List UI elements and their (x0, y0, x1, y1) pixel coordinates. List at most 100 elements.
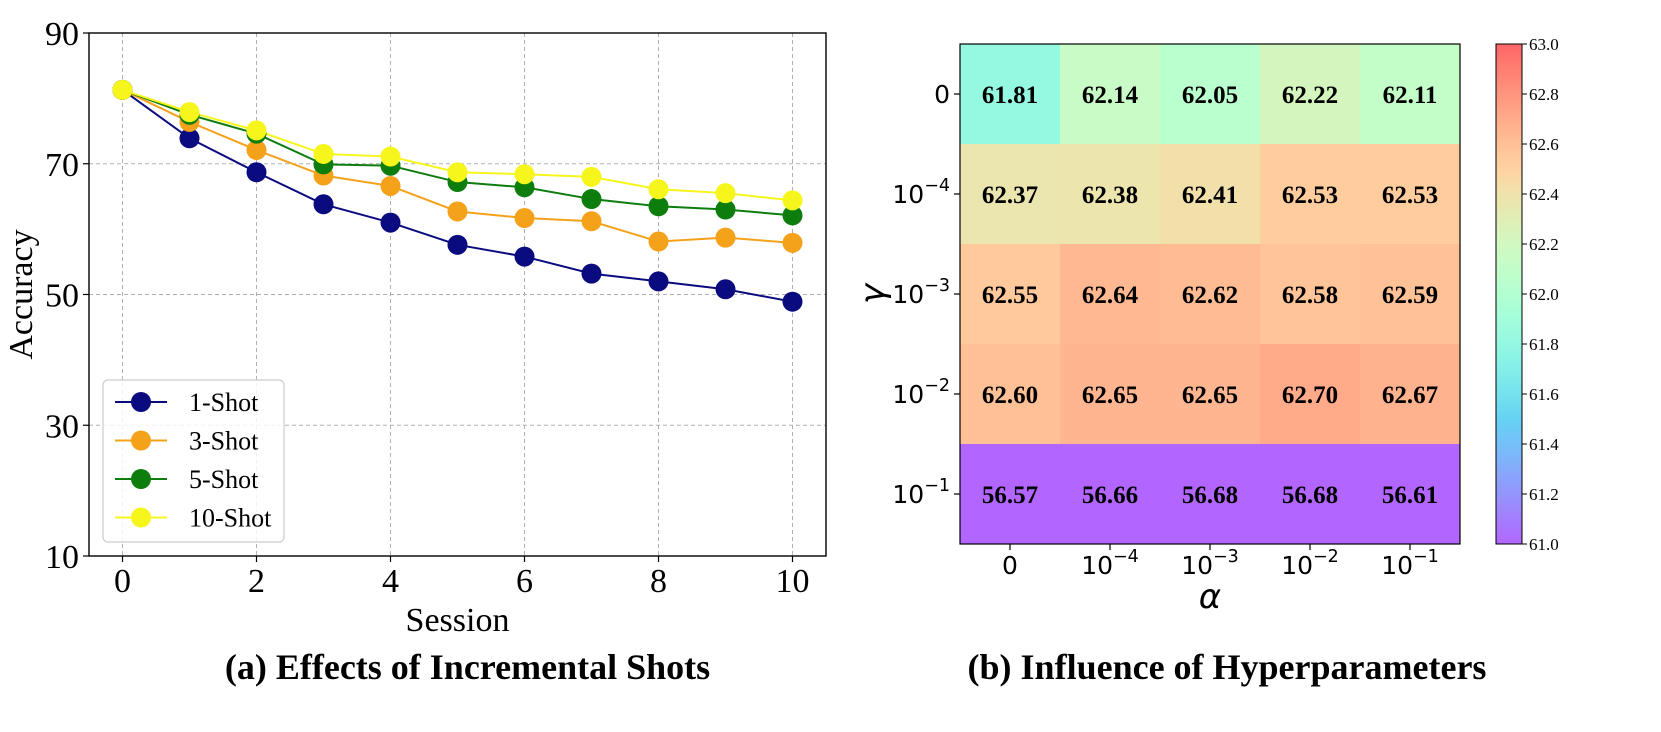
point-10-shot (112, 79, 133, 100)
legend-marker (131, 507, 151, 528)
heatmap-cell (1060, 244, 1161, 345)
point-1-shot (782, 291, 803, 312)
tick-base: 10 (1181, 551, 1213, 580)
tick-base: 0 (934, 80, 950, 109)
tick-label: 0 (934, 80, 950, 109)
point-5-shot (581, 189, 602, 210)
colorbar (1495, 43, 1523, 545)
colorbar-tick-label: 62.6 (1529, 135, 1559, 154)
gamma-tick-labels: 010−410−310−210−1 (892, 80, 960, 509)
series-markers (112, 79, 803, 312)
y-tick-label: 90 (45, 16, 79, 53)
heatmap-cell (960, 244, 1061, 345)
cell-value-label: 61.81 (982, 82, 1038, 109)
point-3-shot (648, 231, 669, 252)
heatmap-cell (1160, 144, 1261, 245)
caption-b: (b) Influence of Hyperparameters (968, 647, 1487, 687)
point-1-shot (514, 246, 535, 267)
legend: 1-Shot 3-Shot 5-Shot 10-Shot (102, 379, 285, 543)
cell-value-label: 62.14 (1082, 82, 1139, 109)
point-3-shot (447, 201, 468, 222)
colorbar-tick-label: 61.0 (1529, 535, 1559, 554)
heatmap-cell (1260, 144, 1361, 245)
point-3-shot (715, 227, 736, 248)
point-1-shot (447, 234, 468, 255)
heatmap-value-labels: 61.81 62.14 62.05 62.22 62.11 62.37 62.38 62.41… (982, 82, 1438, 509)
tick-base: 10 (1081, 551, 1113, 580)
y-tick-label: 10 (45, 539, 79, 576)
heatmap-cell (1060, 344, 1161, 445)
y-tick-label: 50 (45, 278, 79, 315)
alpha-axis-label: α (1199, 577, 1221, 617)
heatmap-cell (1360, 44, 1461, 145)
cell-value-label: 62.53 (1382, 182, 1438, 209)
cell-value-label: 62.65 (1182, 382, 1238, 409)
tick-base: 10 (892, 280, 924, 309)
cell-value-label: 62.55 (982, 282, 1038, 309)
heatmap-cells (960, 44, 1461, 545)
tick-base: 10 (1381, 551, 1413, 580)
tick-exponent: −2 (924, 376, 950, 396)
heatmap-cell (1360, 344, 1461, 445)
cell-value-label: 62.70 (1282, 382, 1338, 409)
point-10-shot (246, 120, 267, 141)
heatmap-cell (1260, 244, 1361, 345)
legend-marker (131, 392, 151, 412)
tick-base: 10 (892, 480, 924, 509)
tick-base: 0 (1002, 551, 1018, 580)
tick-exponent: −1 (924, 476, 950, 496)
cell-value-label: 62.05 (1182, 82, 1238, 109)
caption-a: (a) Effects of Incremental Shots (225, 647, 710, 687)
point-1-shot (246, 162, 267, 183)
point-5-shot (782, 205, 803, 226)
point-3-shot (514, 208, 535, 229)
colorbar-tick-labels: 61.0 61.2 61.4 61.6 61.8 62.0 62.2 62.4 62.6 62.8… (1522, 35, 1559, 554)
cell-value-label: 62.65 (1082, 382, 1138, 409)
cell-value-label: 62.58 (1282, 282, 1338, 309)
cell-value-label: 62.62 (1182, 282, 1238, 309)
legend-box (102, 379, 285, 543)
point-10-shot (514, 164, 535, 185)
point-10-shot (782, 190, 803, 211)
tick-exponent: −4 (1113, 547, 1139, 567)
y-axis-label: Accuracy (3, 229, 40, 359)
tick-exponent: −1 (1413, 547, 1439, 567)
tick-label: 10−2 (1281, 547, 1339, 580)
cell-value-label: 56.61 (1382, 482, 1438, 509)
heatmap-cell (1060, 144, 1161, 245)
cell-value-label: 62.60 (982, 382, 1038, 409)
heatmap-cell (1060, 444, 1161, 545)
legend-label: 3-Shot (189, 427, 259, 456)
point-10-shot (648, 179, 669, 200)
line-chart: 0 2 4 6 8 10 10 30 50 70 90 Session Accuracy 1-Sh… (3, 16, 827, 687)
tick-base: 10 (892, 180, 924, 209)
colorbar-tick-label: 61.6 (1529, 385, 1559, 404)
x-tick-labels: 0 2 4 6 8 10 (114, 556, 810, 600)
colorbar-tick-label: 62.4 (1529, 185, 1559, 204)
heatmap-cell (1160, 344, 1261, 445)
cell-value-label: 56.66 (1082, 482, 1138, 509)
cell-value-label: 62.59 (1382, 282, 1438, 309)
colorbar-tick-label: 61.2 (1529, 485, 1559, 504)
heatmap-cell (1360, 144, 1461, 245)
colorbar-tick-label: 61.8 (1529, 335, 1559, 354)
point-10-shot (715, 183, 736, 204)
tick-label: 10−4 (892, 176, 950, 209)
x-axis-label: Session (406, 602, 510, 639)
heatmap-cell (1260, 44, 1361, 145)
tick-exponent: −2 (1313, 547, 1339, 567)
legend-marker (131, 430, 151, 451)
x-tick-label: 4 (382, 563, 399, 600)
cell-value-label: 62.38 (1082, 182, 1138, 209)
heatmap-cell (960, 444, 1061, 545)
point-5-shot (648, 196, 669, 217)
heatmap-cell (1360, 444, 1461, 545)
point-1-shot (715, 279, 736, 300)
cell-value-label: 62.41 (1182, 182, 1238, 209)
colorbar-tick-label: 63.0 (1529, 35, 1559, 54)
heatmap-cell (1260, 444, 1361, 545)
x-tick-label: 2 (248, 563, 265, 600)
legend-marker (131, 469, 151, 489)
